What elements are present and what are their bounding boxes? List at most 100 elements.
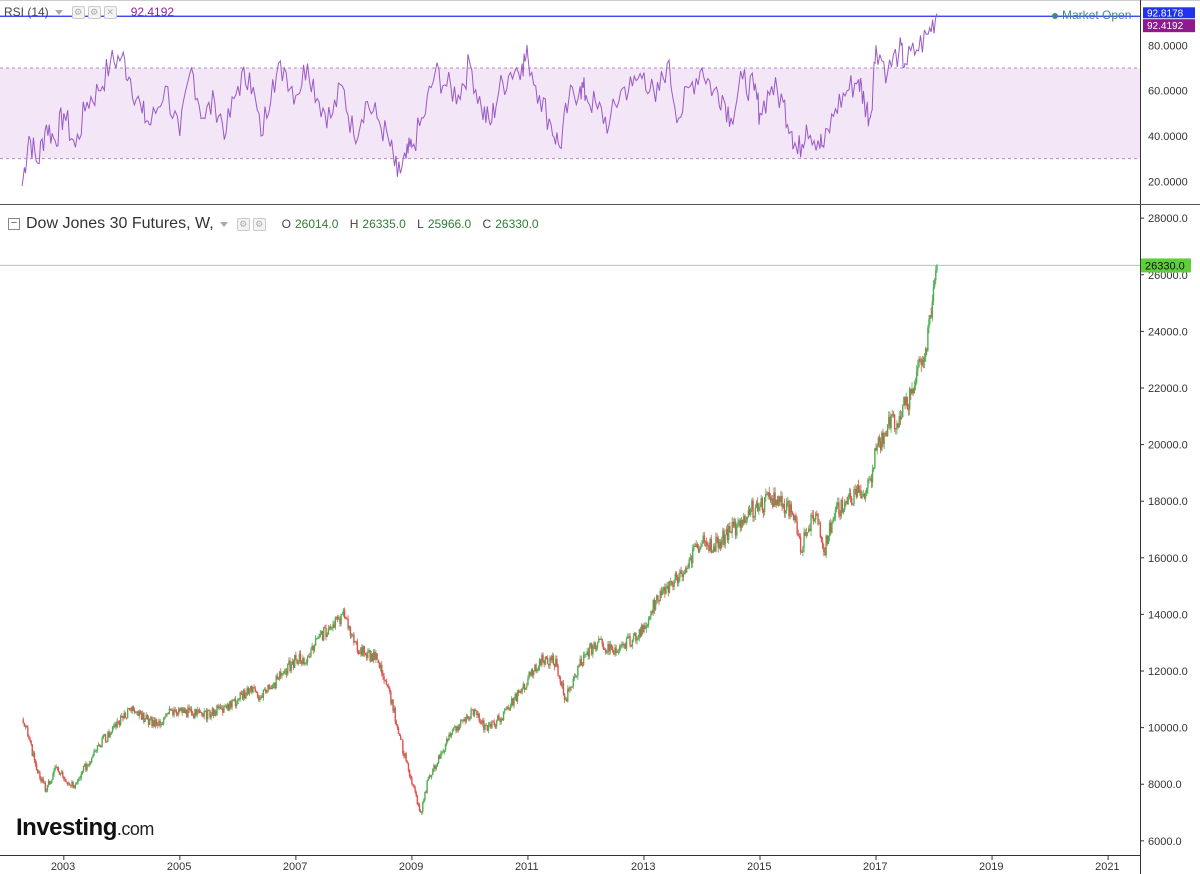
settings-icon[interactable]: ⚙ <box>71 5 85 19</box>
low-value: 25966.0 <box>427 217 472 231</box>
candle-body <box>90 758 93 763</box>
candle-body <box>870 478 873 483</box>
candle-body <box>295 654 297 660</box>
candle-body <box>115 723 117 728</box>
candle-body <box>310 650 312 657</box>
candle-body <box>754 508 757 517</box>
candle-body <box>186 709 188 717</box>
candle-body <box>517 690 520 693</box>
candle-body <box>33 753 36 761</box>
candle-body <box>896 423 898 429</box>
collapse-icon[interactable]: − <box>8 218 20 230</box>
candle-body <box>497 715 499 722</box>
candle-body <box>608 644 610 652</box>
candle-body <box>756 502 759 511</box>
candle-body <box>569 686 571 690</box>
candle-body <box>883 433 885 445</box>
price-tick-label: 14000.0 <box>1148 609 1188 621</box>
chevron-down-icon[interactable] <box>54 9 63 15</box>
candle-body <box>769 496 772 501</box>
candle-body <box>142 713 144 720</box>
candle-body <box>273 682 275 686</box>
gear-icon[interactable]: ⚙ <box>252 217 266 231</box>
candle-body <box>358 653 361 655</box>
candle-body <box>44 782 47 792</box>
candle-body <box>237 699 239 705</box>
candle-body <box>217 705 219 708</box>
candle-body <box>703 535 706 543</box>
candle-body <box>73 786 75 788</box>
close-icon[interactable]: ✕ <box>103 5 117 19</box>
candle-body <box>697 548 700 552</box>
candle-body <box>512 698 514 706</box>
candle-body <box>32 753 35 757</box>
candle-body <box>730 531 732 533</box>
candle-body <box>589 643 592 647</box>
price-tick-label: 20000.0 <box>1148 440 1188 452</box>
gear-icon[interactable]: ⚙ <box>87 5 101 19</box>
candle-body <box>601 638 603 644</box>
candle-body <box>930 315 932 318</box>
rsi-last-tag <box>1143 19 1195 33</box>
candle-body <box>676 576 679 584</box>
candle-body <box>395 721 398 725</box>
candle-body <box>637 637 639 640</box>
candle-body <box>357 651 360 654</box>
candle-body <box>454 726 456 728</box>
candle-body <box>449 734 451 737</box>
chevron-down-icon[interactable] <box>219 221 228 227</box>
candle-body <box>586 651 588 655</box>
candle-body <box>219 706 222 709</box>
candle-body <box>533 671 535 676</box>
candle-body <box>740 519 743 529</box>
candle-body <box>692 549 694 564</box>
candle-body <box>328 627 331 629</box>
candle-body <box>487 724 490 731</box>
candle-body <box>788 501 790 517</box>
candle-body <box>462 720 464 722</box>
candle-body <box>111 727 114 732</box>
candle-body <box>189 708 191 710</box>
candle-body <box>651 611 653 613</box>
candle-body <box>837 502 839 506</box>
candle-body <box>820 537 823 542</box>
candle-body <box>416 796 419 805</box>
candle-body <box>593 642 595 648</box>
symbol-title: Dow Jones 30 Futures, W, <box>26 215 214 232</box>
candle-body <box>195 708 197 715</box>
candle-body <box>694 546 696 547</box>
candle-body <box>181 707 183 713</box>
candle-body <box>912 388 914 394</box>
candle-body <box>588 646 591 657</box>
candle-body <box>95 750 98 751</box>
candle-body <box>470 709 472 719</box>
candle-body <box>672 584 674 587</box>
candle-body <box>37 770 39 773</box>
candle-body <box>834 509 837 518</box>
candle-body <box>772 498 774 507</box>
candle-body <box>240 692 243 694</box>
candle-body <box>791 512 794 514</box>
candle-body <box>541 654 543 666</box>
candle-body <box>450 732 453 737</box>
candle-body <box>886 424 889 437</box>
candle-body <box>57 768 60 772</box>
candle-body <box>864 493 867 499</box>
candle-body <box>652 599 654 613</box>
candle-body <box>46 785 49 790</box>
candle-body <box>394 708 396 722</box>
candle-body <box>71 781 73 786</box>
candle-body <box>343 610 346 619</box>
candle-body <box>931 301 934 318</box>
candle-body <box>867 479 869 489</box>
settings-icon[interactable]: ⚙ <box>236 217 250 231</box>
candle-body <box>63 776 65 779</box>
low-key: L <box>417 217 424 231</box>
candle-body <box>79 778 81 779</box>
candle-body <box>902 405 904 418</box>
candle-body <box>165 713 167 718</box>
candle-body <box>349 626 352 636</box>
candle-body <box>393 708 395 711</box>
candle-body <box>28 736 30 739</box>
